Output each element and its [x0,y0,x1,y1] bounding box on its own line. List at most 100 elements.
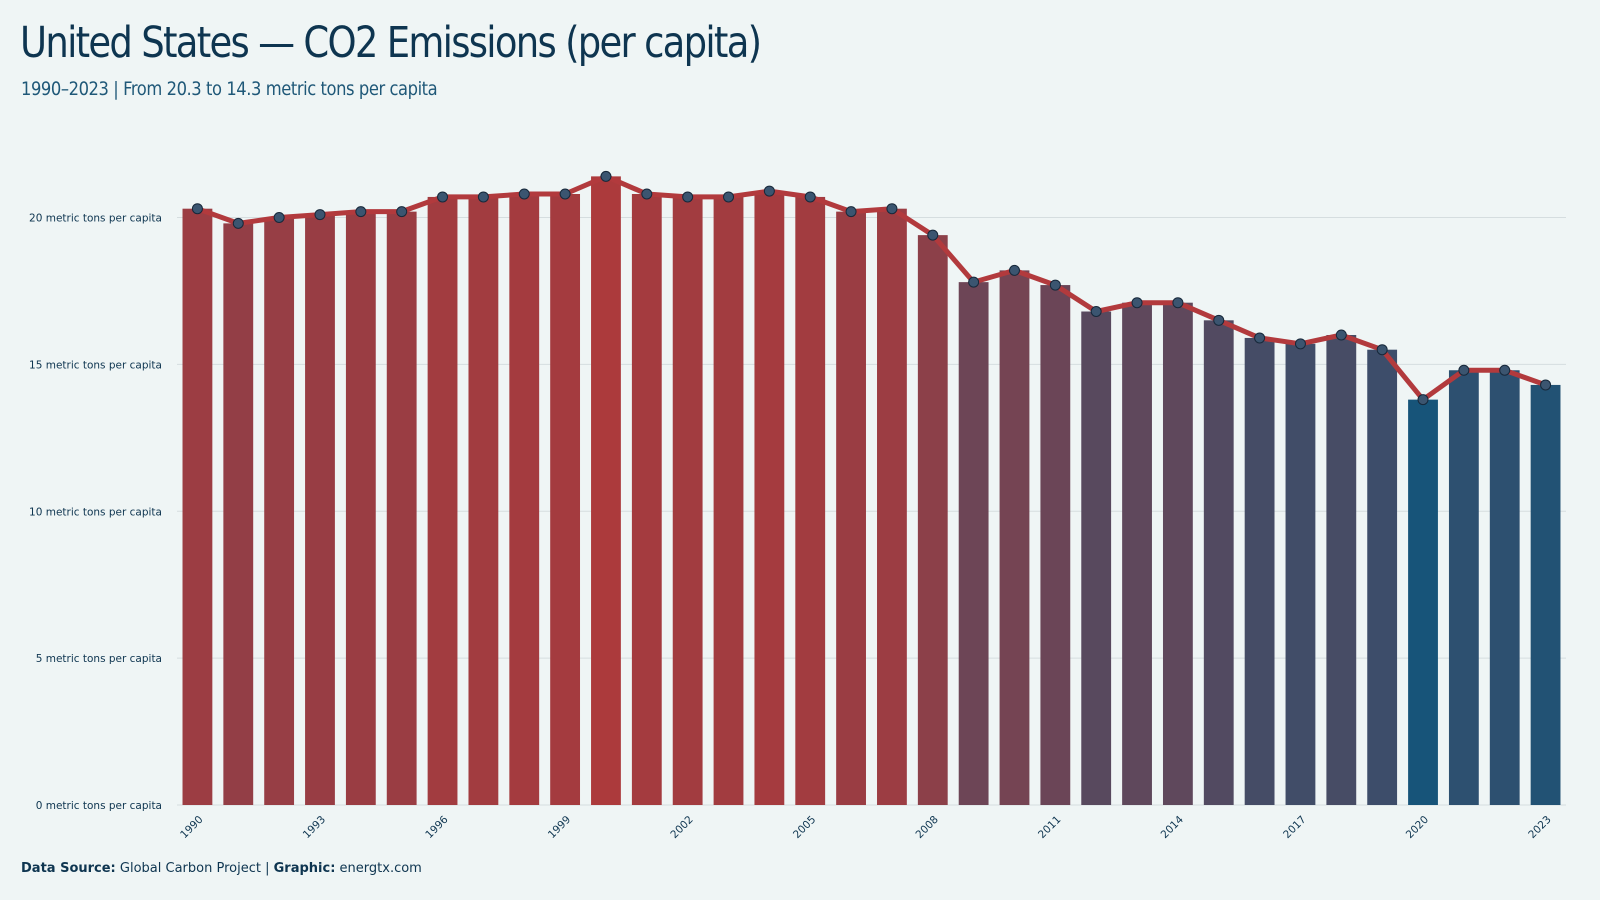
point-2014 [1172,297,1184,309]
trend-line [194,173,1549,403]
point-2006 [845,206,857,218]
bar-2007 [877,208,907,805]
y-tick-label: 20 metric tons per capita [29,213,162,225]
bar-1992 [264,217,295,805]
bar-2017 [1285,343,1316,805]
bar-2006 [836,211,866,805]
bar-2002 [672,196,703,805]
bar-1998 [509,194,540,805]
trend-line-layer [194,173,1549,403]
bar-2001 [631,194,662,805]
point-2017 [1294,338,1306,350]
point-1999 [559,188,571,200]
bar-2016 [1244,337,1275,805]
point-1993 [314,209,326,221]
bar-2005 [795,196,826,805]
bar-2011 [1040,285,1071,805]
chart-title: United States — CO2 Emissions (per capit… [20,18,762,68]
bar-2009 [958,282,989,805]
point-2013 [1131,297,1143,309]
point-2002 [682,191,694,203]
point-2020 [1417,394,1429,406]
x-tick-label: 1993 [301,814,328,841]
point-2009 [968,276,980,288]
x-tick-label: 2020 [1404,814,1431,841]
x-tick-label: 2002 [668,814,695,841]
bar-1996 [427,196,458,805]
point-2022 [1499,364,1511,376]
y-tick-label: 10 metric tons per capita [29,506,162,518]
bar-2018 [1326,335,1357,805]
x-tick-label: 1996 [423,813,451,841]
bar-2008 [917,235,948,805]
bar-2020 [1408,399,1438,805]
point-2012 [1090,306,1102,317]
bar-1993 [305,214,335,805]
point-2023 [1540,379,1552,391]
point-2005 [804,191,816,203]
point-2018 [1335,329,1347,341]
point-2019 [1376,344,1388,356]
point-1995 [396,206,408,218]
caption-separator: | [265,861,270,876]
y-tick-label: 0 metric tons per capita [36,800,162,812]
bar-1994 [345,211,376,805]
bar-2013 [1122,302,1152,805]
points [191,170,1552,406]
bar-2015 [1203,320,1234,805]
bar-1995 [386,211,417,805]
point-2010 [1008,264,1020,276]
bar-2023 [1530,384,1561,805]
gridlines [177,217,1566,806]
x-tick-label: 2017 [1281,814,1308,841]
y-tick-label: 5 metric tons per capita [36,653,162,665]
bar-1997 [468,196,499,805]
x-tick-label: 2011 [1036,814,1063,841]
point-2011 [1049,279,1061,291]
bar-2014 [1162,302,1193,805]
bar-1990 [182,208,213,805]
x-tick-label: 2005 [791,814,818,841]
point-2008 [927,229,939,241]
point-2021 [1458,364,1470,376]
point-1998 [518,188,530,200]
chart-subtitle: 1990–2023 | From 20.3 to 14.3 metric ton… [21,78,438,100]
x-axis-tick-labels: 1990 1993 1996 1999 2002 2005 2008 2011 2014 2017… [178,813,1554,841]
bars [182,176,1561,805]
y-tick-label: 15 metric tons per capita [29,359,162,371]
x-tick-label: 1999 [546,814,573,841]
graphic-label: Graphic: [273,861,336,876]
bar-2003 [713,196,744,805]
bar-2004 [754,191,785,805]
source-value: Global Carbon Project [119,861,261,876]
bar-2019 [1367,349,1398,805]
point-1991 [232,217,244,229]
bar-2022 [1489,370,1520,805]
point-1994 [355,206,367,218]
caption: Data Source: Global Carbon Project | Gra… [21,861,422,876]
x-tick-label: 2023 [1526,814,1553,841]
bar-1999 [550,194,581,805]
bar-2010 [999,270,1030,805]
source-label: Data Source: [21,861,116,876]
bar-2012 [1081,311,1112,805]
point-2001 [641,188,653,200]
bar-1991 [223,223,254,805]
point-2004 [763,185,775,197]
point-1992 [273,212,285,223]
point-1997 [477,191,489,203]
bar-2021 [1448,370,1479,805]
point-2003 [723,191,735,203]
point-1996 [437,191,449,203]
x-tick-label: 2008 [914,814,941,841]
point-1990 [191,203,203,215]
bar-2000 [591,176,621,805]
point-2000 [600,170,612,182]
point-2015 [1213,314,1225,326]
x-tick-label: 1990 [178,814,205,841]
x-tick-label: 2014 [1159,813,1187,841]
y-axis-tick-labels: 0 metric tons per capita 5 metric tons pe… [29,213,162,813]
point-2007 [886,203,898,215]
graphic-value: energtx.com [339,861,422,876]
